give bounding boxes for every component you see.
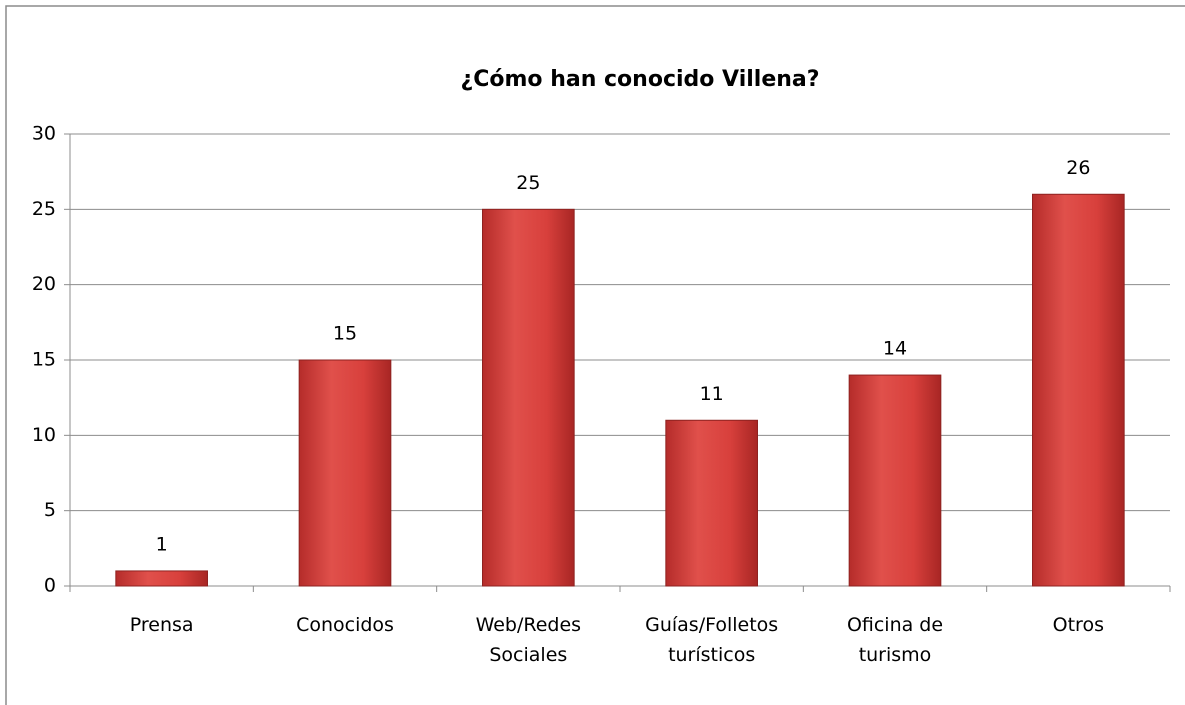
y-tick-label: 30 xyxy=(32,123,56,145)
x-tick-label: Web/Redes Sociales xyxy=(475,614,582,666)
x-tick-label: Prensa xyxy=(129,614,194,636)
x-tick-label: Conocidos xyxy=(296,614,394,636)
x-tick-label: Otros xyxy=(1052,614,1104,636)
data-label: 14 xyxy=(883,338,907,360)
bar xyxy=(115,570,208,587)
bar xyxy=(482,208,575,587)
x-tick-label: Oficina de turismo xyxy=(846,614,944,666)
chart-border xyxy=(5,5,1185,705)
chart-title: ¿Cómo han conocido Villena? xyxy=(460,67,819,92)
data-label: 11 xyxy=(700,383,724,405)
data-label: 26 xyxy=(1066,157,1090,179)
y-tick-label: 25 xyxy=(32,198,56,220)
data-label: 25 xyxy=(516,172,540,194)
bar xyxy=(1032,193,1125,587)
y-tick-label: 15 xyxy=(32,349,56,371)
data-label: 1 xyxy=(156,533,168,555)
bar xyxy=(665,419,758,587)
bar xyxy=(298,359,392,587)
x-tick-label: Guías/Folletos turísticos xyxy=(645,614,779,666)
y-tick-label: 20 xyxy=(32,273,56,295)
data-label: 15 xyxy=(333,323,357,345)
y-tick-label: 0 xyxy=(44,575,56,597)
y-tick-label: 10 xyxy=(32,424,56,446)
y-tick-label: 5 xyxy=(44,499,56,521)
bar xyxy=(848,374,942,587)
